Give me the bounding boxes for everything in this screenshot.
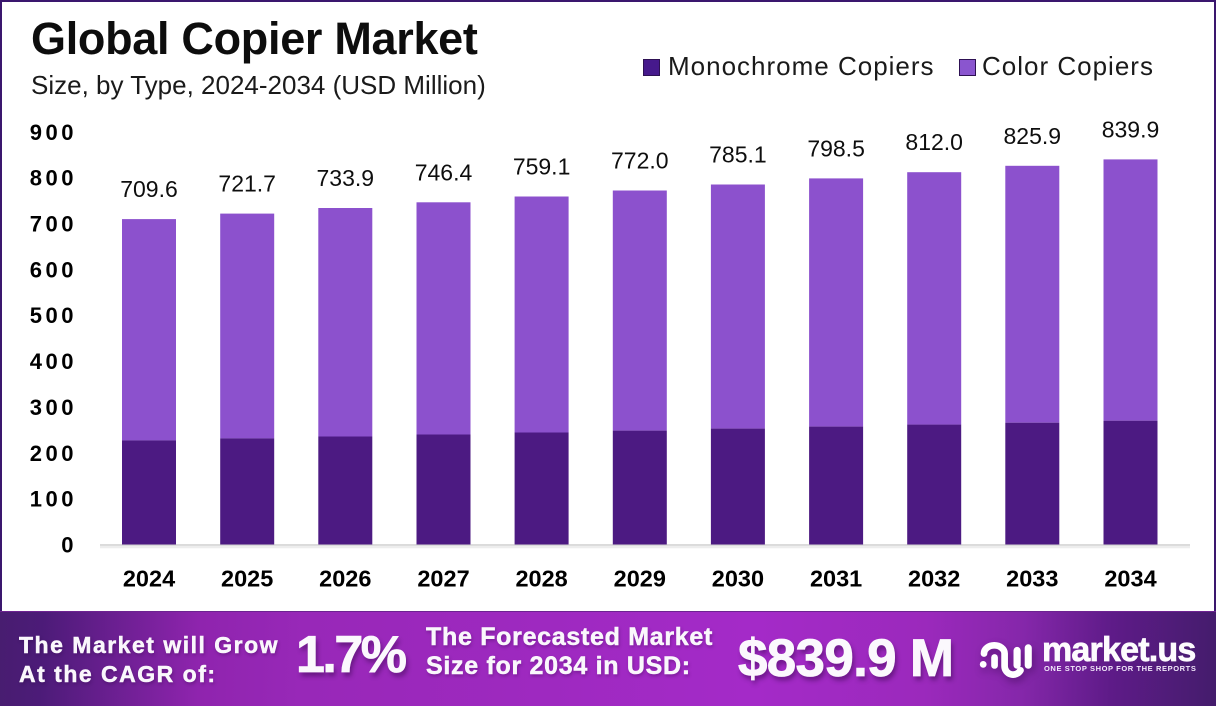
svg-text:2028: 2028 [515,566,567,592]
svg-text:825.9: 825.9 [1004,123,1062,149]
svg-text:2025: 2025 [221,566,273,592]
svg-text:2027: 2027 [417,566,469,592]
svg-text:2032: 2032 [908,566,960,592]
svg-text:746.4: 746.4 [415,159,473,185]
svg-text:721.7: 721.7 [218,171,276,197]
svg-text:709.6: 709.6 [120,176,178,202]
svg-text:200: 200 [30,441,77,466]
svg-text:500: 500 [30,303,77,328]
svg-text:759.1: 759.1 [513,154,571,180]
svg-text:2034: 2034 [1104,566,1156,592]
svg-text:772.0: 772.0 [611,148,669,174]
svg-text:2024: 2024 [123,566,175,592]
svg-text:733.9: 733.9 [317,165,375,191]
svg-text:0: 0 [61,533,77,558]
svg-text:600: 600 [30,257,77,282]
svg-text:700: 700 [30,212,77,237]
svg-text:2026: 2026 [319,566,371,592]
svg-text:2029: 2029 [614,566,666,592]
svg-text:400: 400 [30,349,77,374]
svg-text:2031: 2031 [810,566,862,592]
svg-text:839.9: 839.9 [1102,116,1160,142]
svg-text:100: 100 [30,487,77,512]
svg-text:300: 300 [30,395,77,420]
svg-text:2033: 2033 [1006,566,1058,592]
svg-text:798.5: 798.5 [807,135,865,161]
svg-text:785.1: 785.1 [709,142,767,168]
svg-text:812.0: 812.0 [905,129,963,155]
svg-text:800: 800 [30,166,77,191]
svg-text:2030: 2030 [712,566,764,592]
svg-text:900: 900 [30,120,77,145]
